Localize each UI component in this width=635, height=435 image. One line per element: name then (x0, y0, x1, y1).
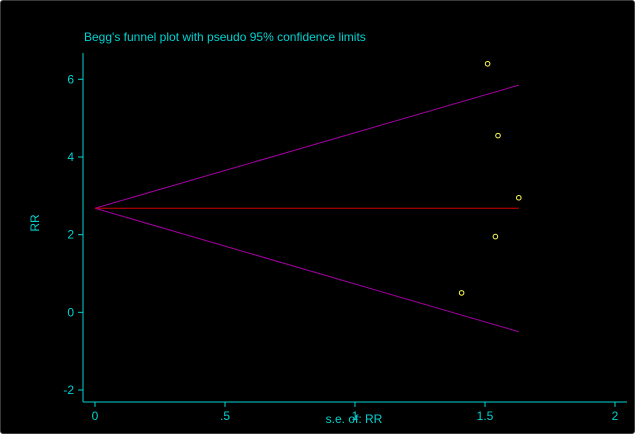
funnel-lines (94, 84, 519, 333)
y-tick-label: -2 (63, 383, 74, 397)
x-tick-label: .5 (220, 409, 230, 423)
chart-title: Begg's funnel plot with pseudo 95% confi… (84, 30, 366, 44)
x-tick-label: 2 (612, 409, 619, 423)
data-point (516, 194, 522, 201)
data-point (458, 290, 465, 296)
data-points (458, 60, 522, 296)
y-tick-label: 2 (67, 228, 74, 242)
upper-confidence-limit (94, 84, 519, 209)
y-tick-label: 4 (67, 150, 74, 164)
y-axis-label: RR (28, 214, 42, 232)
x-tick-label: 1.5 (477, 409, 494, 423)
x-tick-label: 1 (352, 409, 359, 423)
y-tick-label: 0 (67, 305, 74, 319)
y-tick-label: 6 (67, 72, 74, 86)
axes: -2 0 2 4 6 0 .5 1 1.5 2 (63, 53, 627, 423)
x-axis-label: s.e. of: RR (326, 412, 383, 426)
lower-confidence-limit (94, 207, 519, 333)
data-point (484, 60, 491, 67)
data-point (495, 132, 501, 139)
data-point (492, 233, 499, 240)
x-tick-label: 0 (92, 409, 99, 423)
